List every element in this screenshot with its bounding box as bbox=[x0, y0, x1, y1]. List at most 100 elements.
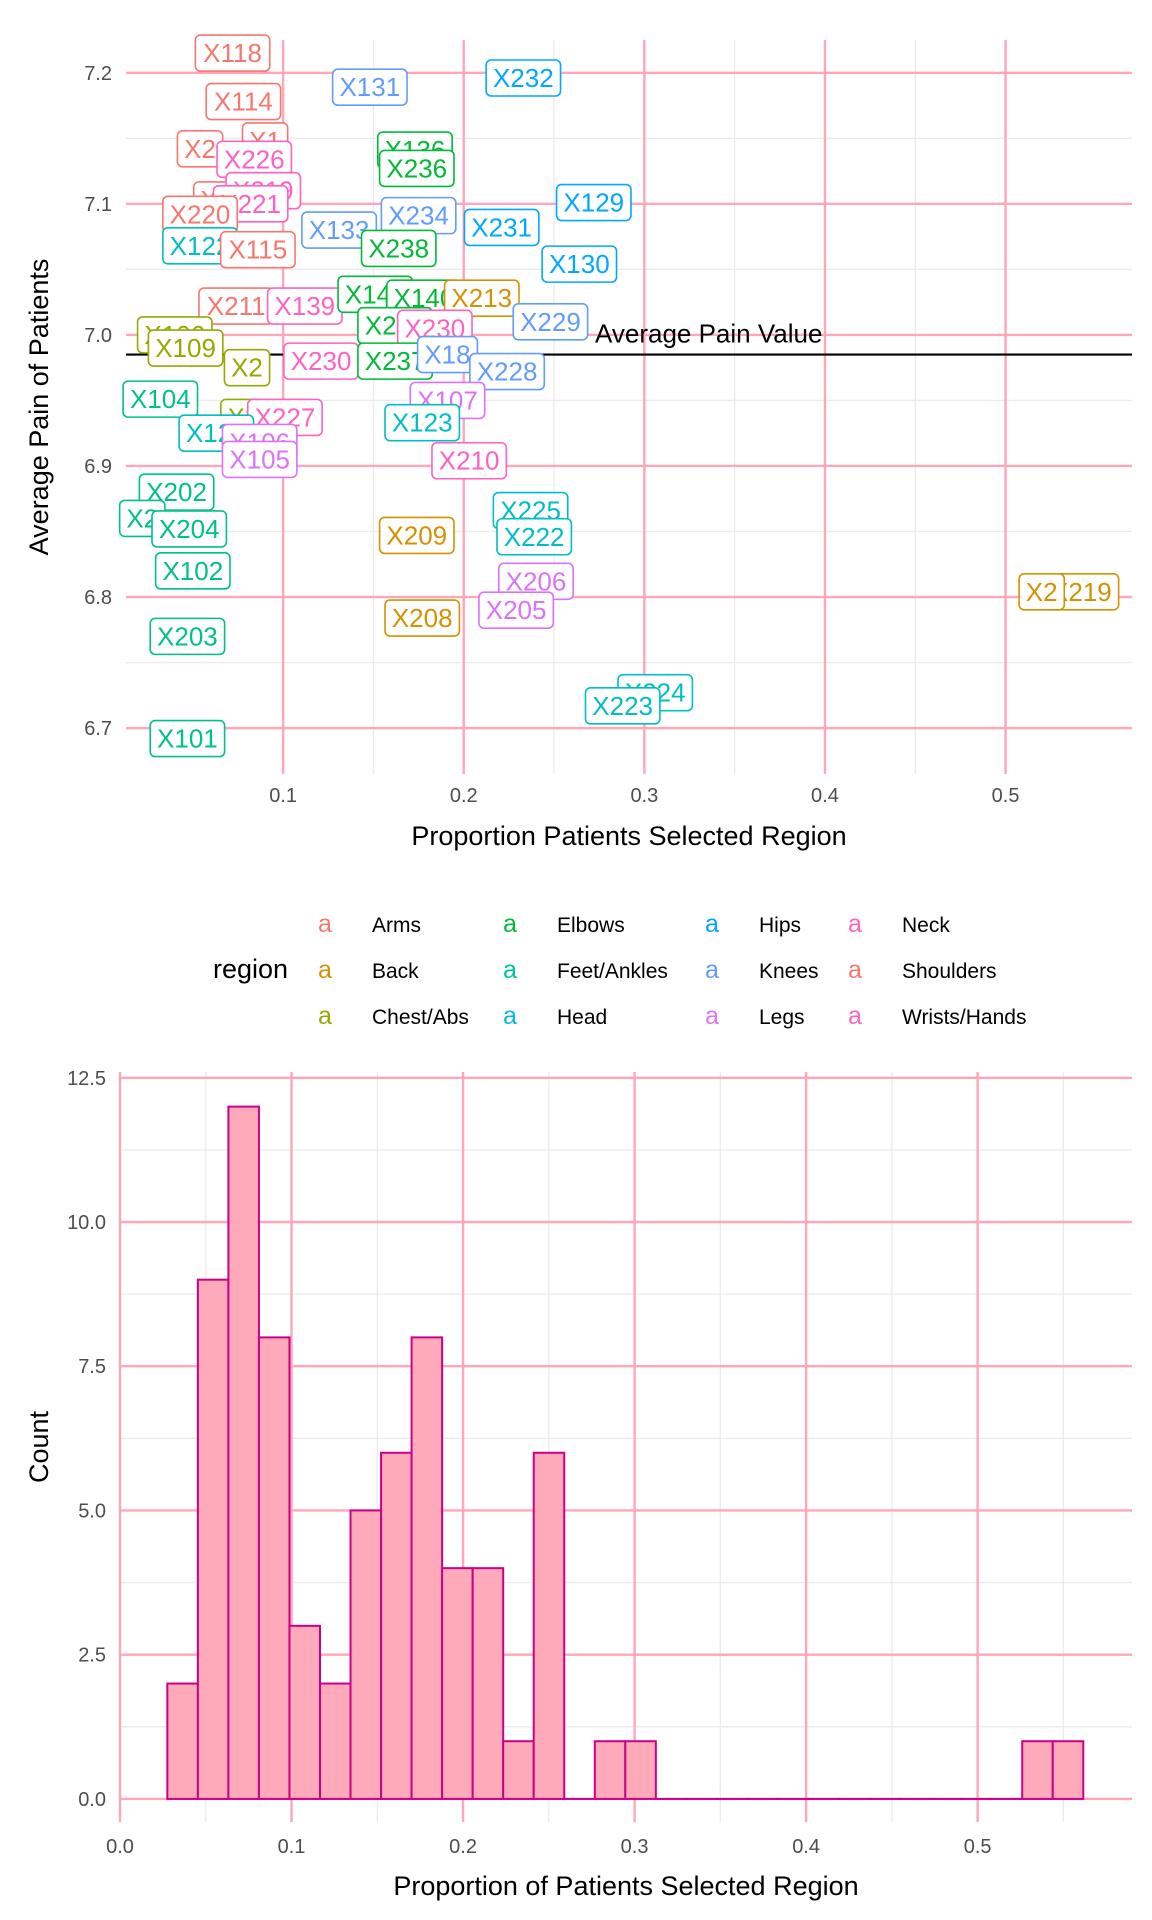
point-label: X222 bbox=[496, 517, 573, 556]
legend-label: Arms bbox=[372, 914, 421, 937]
x-tick-label: 0.3 bbox=[630, 785, 658, 807]
point-label-text: X18 bbox=[424, 340, 470, 370]
point-label: X211 bbox=[198, 287, 275, 325]
point-label-text: X101 bbox=[157, 724, 218, 754]
legend-key-glyph: a bbox=[848, 956, 862, 984]
legend-label: Elbows bbox=[557, 914, 625, 937]
y-tick-label: 6.9 bbox=[84, 456, 112, 478]
point-label: X208 bbox=[384, 599, 461, 637]
histogram-bar bbox=[471, 1567, 505, 1800]
histogram: 0.0 0.1 0.2 0.3 0.4 0.5 0.0 2.5 5.0 7.5 10.0 12.5 Pr… bbox=[24, 1068, 1132, 1901]
point-label-box bbox=[360, 229, 437, 268]
point-label-box bbox=[469, 352, 546, 391]
point-label-text: X228 bbox=[477, 357, 538, 387]
histogram-bar bbox=[532, 1451, 566, 1800]
histogram-bar bbox=[502, 1740, 535, 1800]
legend-label: Chest/Abs bbox=[372, 1006, 469, 1029]
y-tick-label: 6.8 bbox=[84, 587, 112, 609]
histogram-bar bbox=[441, 1567, 474, 1800]
point-label-text: X210 bbox=[439, 446, 500, 476]
point-label: X2 bbox=[1018, 573, 1066, 611]
x-axis-title: Proportion of Patients Selected Region bbox=[393, 1871, 858, 1901]
point-label-text: X129 bbox=[563, 188, 624, 218]
point-label-box bbox=[555, 183, 632, 222]
point-label: X139 bbox=[266, 287, 343, 325]
point-label-box bbox=[496, 517, 573, 556]
point-label-text: X2 bbox=[1026, 577, 1058, 607]
point-label: X220 bbox=[162, 195, 239, 234]
x-tick-label: 0.5 bbox=[992, 785, 1020, 807]
point-label-text: X232 bbox=[493, 63, 554, 93]
point-label-text: X208 bbox=[392, 603, 453, 633]
point-label-text: X226 bbox=[224, 144, 285, 174]
y-tick-label: 0.0 bbox=[78, 1789, 106, 1811]
point-label-text: X236 bbox=[386, 153, 447, 183]
point-label: X105 bbox=[221, 440, 298, 479]
point-label-text: X229 bbox=[520, 307, 581, 337]
point-label: X114 bbox=[205, 82, 282, 121]
point-label-text: X130 bbox=[549, 249, 610, 279]
point-label: X230 bbox=[283, 342, 360, 380]
point-label: X213 bbox=[443, 279, 520, 318]
histogram-bar bbox=[288, 1624, 321, 1800]
point-label: X232 bbox=[485, 59, 562, 97]
point-label-box bbox=[147, 329, 224, 367]
point-label-box bbox=[223, 348, 271, 387]
legend-item: a Arms bbox=[318, 910, 421, 938]
y-tick-label: 7.2 bbox=[84, 63, 112, 85]
point-label: X118 bbox=[194, 34, 271, 72]
point-label-text: X222 bbox=[504, 522, 565, 552]
point-label-box bbox=[463, 208, 540, 247]
point-label-text: X104 bbox=[130, 384, 191, 414]
legend-item: a Hips bbox=[705, 910, 801, 938]
point-label-box bbox=[384, 599, 461, 637]
point-label-text: X209 bbox=[386, 520, 447, 550]
point-label: X229 bbox=[512, 303, 589, 341]
point-label-box bbox=[384, 403, 461, 442]
histogram-bar bbox=[380, 1451, 413, 1800]
x-tick-label: 0.2 bbox=[450, 785, 478, 807]
point-label-text: X109 bbox=[155, 333, 216, 363]
point-label-text: X205 bbox=[486, 595, 547, 625]
point-label-text: X102 bbox=[162, 556, 223, 586]
point-label: X133 bbox=[301, 211, 378, 249]
y-axis-title: Count bbox=[24, 1410, 54, 1483]
point-label-box bbox=[478, 591, 555, 629]
point-label-text: X133 bbox=[309, 215, 370, 245]
point-label-text: X105 bbox=[229, 444, 290, 474]
point-label: X226 bbox=[216, 140, 293, 179]
legend-label: Neck bbox=[902, 914, 950, 937]
point-label-text: X231 bbox=[471, 212, 532, 242]
legend-item: a Wrists/Hands bbox=[848, 1002, 1026, 1030]
point-label-box bbox=[149, 617, 226, 656]
point-label: X228 bbox=[469, 352, 546, 391]
point-label: X2 bbox=[176, 129, 224, 168]
legend-key-glyph: a bbox=[503, 956, 517, 984]
point-label-text: X123 bbox=[392, 408, 453, 438]
point-label-text: X237 bbox=[365, 346, 426, 376]
point-label-text: X204 bbox=[159, 514, 220, 544]
legend-key-glyph: a bbox=[503, 910, 517, 938]
scatter-plot: 0.1 0.2 0.3 0.4 0.5 6.7 6.8 6.9 7.0 7.1 7.2 Proport… bbox=[24, 34, 1132, 851]
legend-item: a Chest/Abs bbox=[318, 1002, 469, 1030]
legend-key-glyph: a bbox=[705, 910, 719, 938]
legend-key-glyph: a bbox=[705, 1002, 719, 1030]
x-tick-label: 0.3 bbox=[621, 1836, 649, 1858]
point-label: X209 bbox=[378, 516, 455, 555]
legend-key-glyph: a bbox=[848, 910, 862, 938]
x-tick-label: 0.5 bbox=[964, 1836, 992, 1858]
y-tick-label: 10.0 bbox=[67, 1212, 106, 1234]
y-tick-label: 6.7 bbox=[84, 718, 112, 740]
point-label-box bbox=[205, 82, 282, 121]
point-label: X2 bbox=[223, 348, 271, 387]
point-label: X109 bbox=[147, 329, 224, 367]
legend-item: a Shoulders bbox=[848, 956, 997, 984]
x-tick-label: 0.4 bbox=[811, 785, 839, 807]
point-label: X123 bbox=[384, 403, 461, 442]
point-label-text: X230 bbox=[291, 346, 352, 376]
y-tick-label: 5.0 bbox=[78, 1500, 106, 1522]
point-label-box bbox=[219, 230, 296, 269]
point-label-box bbox=[154, 552, 231, 590]
x-tick-label: 0.1 bbox=[269, 785, 297, 807]
